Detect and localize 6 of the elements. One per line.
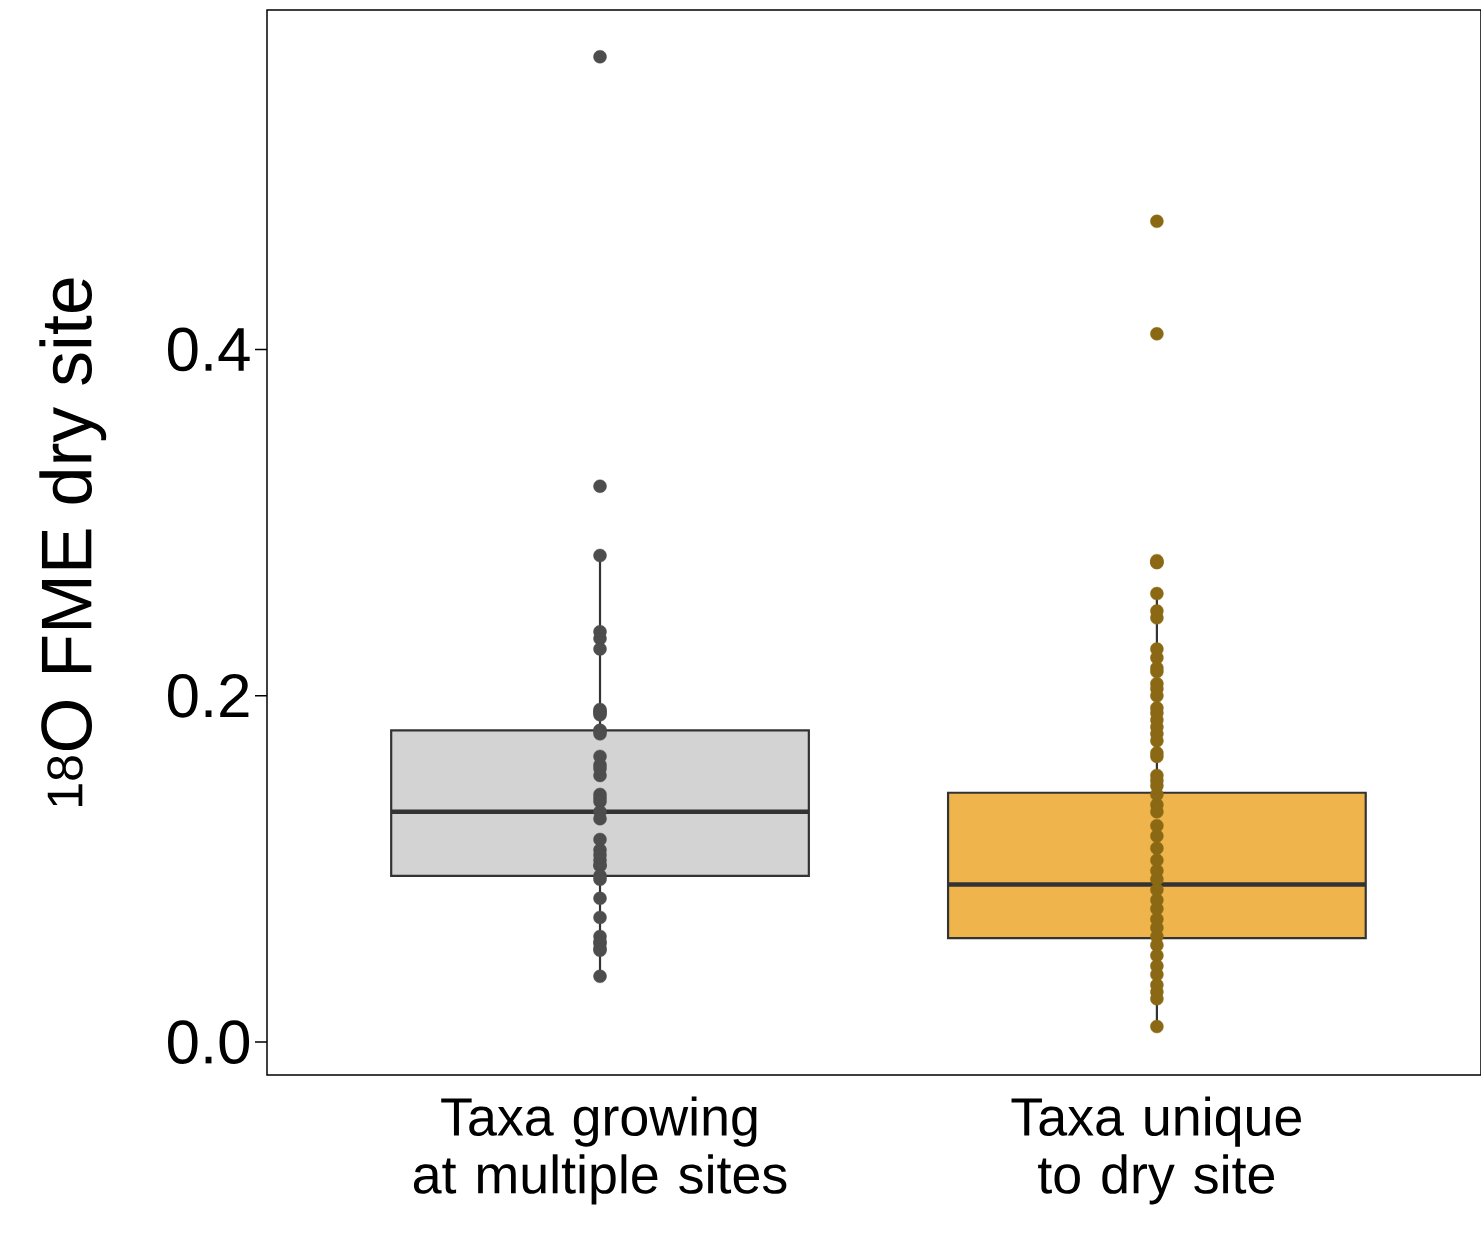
y-tick-label: 0.0	[168, 1020, 250, 1064]
x-tick-label: Taxa growing at multiple sites	[413, 1096, 787, 1205]
y-tick-label: 0.4	[168, 327, 250, 372]
y-tick-label: 0.2	[168, 673, 249, 718]
x-tick-label: Taxa unique to dry site	[1011, 1096, 1301, 1205]
y-axis-title: $^{18}$O FME dry site	[39, 278, 107, 806]
